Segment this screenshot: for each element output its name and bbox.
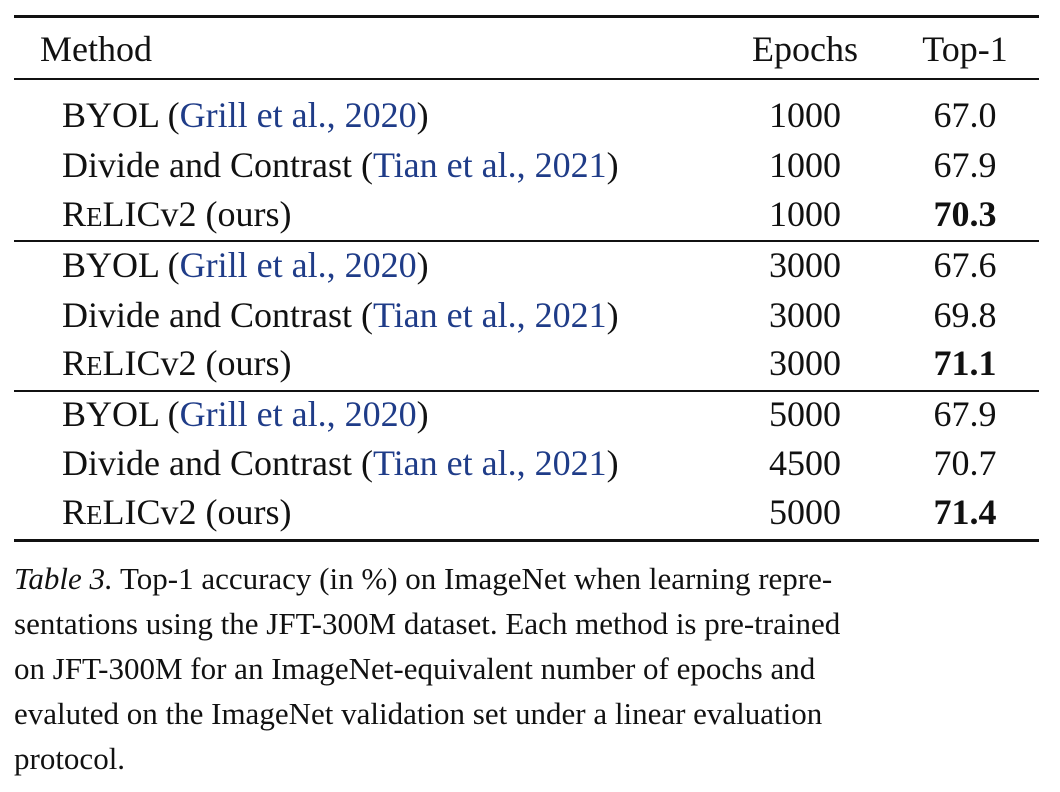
table-row: BYOL (Grill et al., 2020) 5000 67.9 (0, 389, 1060, 439)
citation-link[interactable]: Tian et al., 2021 (372, 145, 607, 185)
method-name: BYOL (62, 95, 159, 135)
method-cell: RELICv2 (ours) (62, 189, 291, 242)
citation-link[interactable]: Grill et al., 2020 (179, 394, 417, 434)
epochs-cell: 1000 (769, 194, 841, 234)
epochs-cell: 5000 (769, 394, 841, 434)
caption-line: Table 3. Top-1 accuracy (in %) on ImageN… (14, 561, 833, 596)
method-name: Divide and Contrast (62, 145, 352, 185)
table-row: BYOL (Grill et al., 2020) 1000 67.0 (0, 90, 1060, 140)
header-top1: Top-1 (922, 29, 1008, 69)
method-cell: Divide and Contrast (Tian et al., 2021) (62, 145, 619, 185)
table-top-rule (14, 15, 1039, 18)
epochs-cell: 3000 (769, 295, 841, 335)
top1-cell: 67.9 (933, 145, 997, 185)
table-caption: Table 3. Top-1 accuracy (in %) on ImageN… (14, 556, 1044, 781)
method-name: BYOL (62, 394, 159, 434)
top1-cell: 67.6 (933, 245, 997, 285)
method-cell: BYOL (Grill et al., 2020) (62, 95, 429, 135)
method-name: RELICv2 (ours) (62, 194, 292, 234)
method-cell: RELICv2 (ours) (62, 338, 291, 391)
caption-line: on JFT-300M for an ImageNet-equivalent n… (14, 651, 816, 686)
header-epochs: Epochs (752, 29, 858, 69)
top1-cell-best: 71.1 (933, 343, 997, 383)
table-row: Divide and Contrast (Tian et al., 2021) … (0, 290, 1060, 340)
top1-cell: 67.0 (933, 95, 997, 135)
caption-label: Table 3. (14, 561, 113, 596)
epochs-cell: 1000 (769, 145, 841, 185)
epochs-cell: 3000 (769, 343, 841, 383)
top1-cell: 67.9 (933, 394, 997, 434)
table-header-row: Method Epochs Top-1 (0, 24, 1060, 74)
method-cell: Divide and Contrast (Tian et al., 2021) (62, 295, 619, 335)
method-cell: BYOL (Grill et al., 2020) (62, 245, 429, 285)
method-name: RELICv2 (ours) (62, 343, 292, 383)
table-row: RELICv2 (ours) 3000 71.1 (0, 338, 1060, 388)
citation-link[interactable]: Grill et al., 2020 (179, 245, 417, 285)
citation-link[interactable]: Tian et al., 2021 (372, 443, 607, 483)
caption-line: sentations using the JFT-300M dataset. E… (14, 606, 841, 641)
citation-link[interactable]: Tian et al., 2021 (372, 295, 607, 335)
method-name: BYOL (62, 245, 159, 285)
table-row: RELICv2 (ours) 5000 71.4 (0, 487, 1060, 537)
header-method: Method (40, 29, 152, 69)
method-cell: RELICv2 (ours) (62, 487, 291, 540)
caption-line: protocol. (14, 741, 126, 776)
method-cell: Divide and Contrast (Tian et al., 2021) (62, 443, 619, 483)
method-name: Divide and Contrast (62, 295, 352, 335)
table-row: Divide and Contrast (Tian et al., 2021) … (0, 140, 1060, 190)
top1-cell-best: 71.4 (933, 492, 997, 532)
epochs-cell: 5000 (769, 492, 841, 532)
method-name: RELICv2 (ours) (62, 492, 292, 532)
top1-cell: 69.8 (933, 295, 997, 335)
method-cell: BYOL (Grill et al., 2020) (62, 394, 429, 434)
caption-line: evaluted on the ImageNet validation set … (14, 696, 823, 731)
method-name: Divide and Contrast (62, 443, 352, 483)
group-divider-rule (14, 240, 1039, 242)
header-rule (14, 78, 1039, 80)
citation-link[interactable]: Grill et al., 2020 (179, 95, 417, 135)
table-row: Divide and Contrast (Tian et al., 2021) … (0, 438, 1060, 488)
top1-cell-best: 70.3 (933, 194, 997, 234)
epochs-cell: 4500 (769, 443, 841, 483)
epochs-cell: 1000 (769, 95, 841, 135)
group-divider-rule (14, 390, 1039, 392)
top1-cell: 70.7 (933, 443, 997, 483)
epochs-cell: 3000 (769, 245, 841, 285)
table-row: RELICv2 (ours) 1000 70.3 (0, 189, 1060, 239)
table-bottom-rule (14, 539, 1039, 542)
table-row: BYOL (Grill et al., 2020) 3000 67.6 (0, 240, 1060, 290)
